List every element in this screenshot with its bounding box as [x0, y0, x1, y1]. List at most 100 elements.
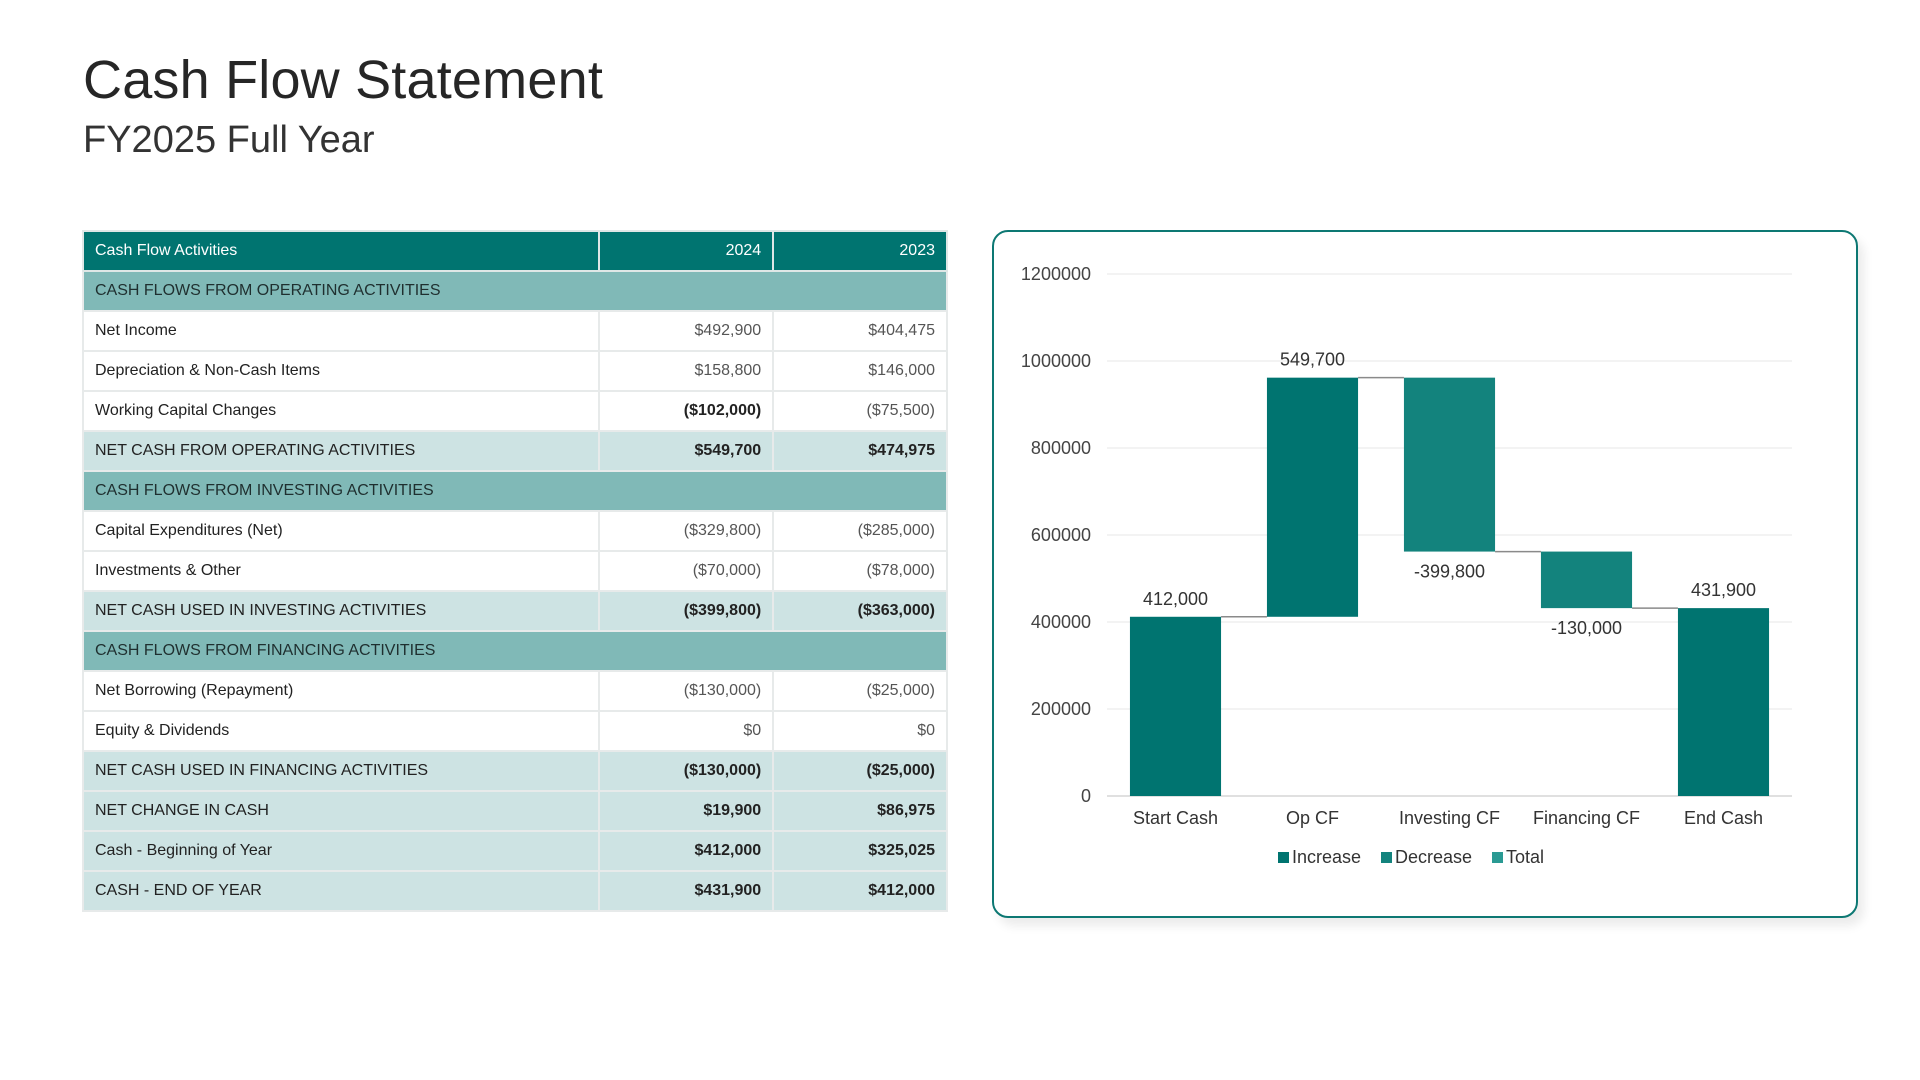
table-row: Capital Expenditures (Net) ($329,800) ($28… — [81, 510, 948, 552]
x-tick-label: End Cash — [1684, 808, 1763, 828]
y-tick-label: 800000 — [1031, 438, 1091, 458]
row-label: Net Borrowing (Repayment) — [81, 670, 601, 712]
x-tick-label: Investing CF — [1399, 808, 1500, 828]
value-2024: $19,900 — [598, 790, 775, 832]
value-2024: ($130,000) — [598, 750, 775, 792]
value-2023: ($285,000) — [772, 510, 948, 552]
chart-legend: Increase Decrease Total — [1278, 847, 1544, 867]
value-2023: $412,000 — [772, 870, 948, 912]
bar-investing-cf — [1403, 377, 1496, 552]
row-label: CASH - END OF YEAR — [81, 870, 601, 912]
value-2023: $86,975 — [772, 790, 948, 832]
chart-card: 0 200000 400000 600000 800000 1000000 1200000 … — [992, 230, 1858, 918]
legend-swatch-decrease — [1381, 852, 1392, 863]
waterfall-chart: 020000040000060000080000010000001200000 … — [1021, 264, 1792, 867]
table-row: Investments & Other ($70,000) ($78,000) — [81, 550, 948, 592]
value-2024: $431,900 — [598, 870, 775, 912]
value-2024: ($102,000) — [598, 390, 775, 432]
legend-swatch-increase — [1278, 852, 1289, 863]
subtotal-row: NET CHANGE IN CASH $19,900 $86,975 — [81, 790, 948, 832]
value-2024: $492,900 — [598, 310, 775, 352]
bar-end-cash — [1677, 608, 1770, 796]
row-label: Investments & Other — [81, 550, 601, 592]
y-tick-label: 400000 — [1031, 612, 1091, 632]
value-2024: $0 — [598, 710, 775, 752]
bar-op-cf — [1266, 377, 1359, 617]
section-header-row: CASH FLOWS FROM INVESTING ACTIVITIES — [82, 470, 948, 512]
bar-start-cash — [1129, 616, 1222, 796]
section-label: CASH FLOWS FROM FINANCING ACTIVITIES — [82, 630, 948, 672]
data-label: 412,000 — [1143, 589, 1208, 609]
subtotal-row: CASH - END OF YEAR $431,900 $412,000 — [81, 870, 948, 912]
value-2023: ($363,000) — [772, 590, 948, 632]
y-tick-label: 1000000 — [1021, 351, 1091, 371]
column-header-activities: Cash Flow Activities — [81, 230, 601, 272]
value-2024: $412,000 — [598, 830, 775, 872]
data-label: -130,000 — [1551, 618, 1622, 638]
row-label: NET CASH FROM OPERATING ACTIVITIES — [81, 430, 601, 472]
x-tick-label: Financing CF — [1533, 808, 1640, 828]
table-body: CASH FLOWS FROM OPERATING ACTIVITIES Net … — [81, 270, 948, 912]
value-2023: ($25,000) — [772, 750, 948, 792]
x-tick-label: Start Cash — [1133, 808, 1218, 828]
value-2023: $404,475 — [772, 310, 948, 352]
row-label: Working Capital Changes — [81, 390, 601, 432]
value-2024: ($130,000) — [598, 670, 775, 712]
value-2023: $325,025 — [772, 830, 948, 872]
subtotal-row: NET CASH USED IN FINANCING ACTIVITIES ($1… — [81, 750, 948, 792]
column-header-2024: 2024 — [598, 230, 775, 272]
cash-flow-table: Cash Flow Activities 2024 2023 CASH FLOW… — [81, 230, 948, 912]
value-2023: ($75,500) — [772, 390, 948, 432]
chart-connectors — [1221, 376, 1678, 618]
value-2023: $146,000 — [772, 350, 948, 392]
table-row: Net Income $492,900 $404,475 — [81, 310, 948, 352]
legend-label-increase: Increase — [1292, 847, 1361, 867]
value-2023: ($78,000) — [772, 550, 948, 592]
bar-financing-cf — [1540, 551, 1633, 609]
chart-bars — [1129, 377, 1770, 796]
subtotal-row: NET CASH FROM OPERATING ACTIVITIES $549,7… — [81, 430, 948, 472]
value-2024: ($70,000) — [598, 550, 775, 592]
y-axis-ticks: 0 200000 400000 600000 800000 1000000 1200000 — [1021, 264, 1091, 806]
y-tick-label: 600000 — [1031, 525, 1091, 545]
section-header-row: CASH FLOWS FROM OPERATING ACTIVITIES — [82, 270, 948, 312]
page-title: Cash Flow Statement — [83, 50, 604, 110]
section-header-row: CASH FLOWS FROM FINANCING ACTIVITIES — [82, 630, 948, 672]
table-row: Working Capital Changes ($102,000) ($75,50… — [81, 390, 948, 432]
x-axis-ticks: Start Cash Op CF Investing CF Financing CF E… — [1133, 808, 1763, 828]
table-row: Net Borrowing (Repayment) ($130,000) ($25,… — [81, 670, 948, 712]
table-header-row: Cash Flow Activities 2024 2023 — [81, 230, 948, 272]
section-label: CASH FLOWS FROM OPERATING ACTIVITIES — [82, 270, 948, 312]
value-2024: ($329,800) — [598, 510, 775, 552]
value-2024: $549,700 — [598, 430, 775, 472]
data-label: -399,800 — [1414, 562, 1485, 582]
row-label: Net Income — [81, 310, 601, 352]
x-tick-label: Op CF — [1286, 808, 1339, 828]
value-2024: ($399,800) — [598, 590, 775, 632]
row-label: Cash - Beginning of Year — [81, 830, 601, 872]
chart-data-labels: 412,000 549,700 -399,800 -130,000 431,900 — [1143, 350, 1756, 638]
page-subtitle: FY2025 Full Year — [83, 119, 375, 161]
value-2023: $0 — [772, 710, 948, 752]
legend-swatch-total — [1492, 852, 1503, 863]
column-header-2023: 2023 — [772, 230, 948, 272]
data-label: 431,900 — [1691, 580, 1756, 600]
table-row: Equity & Dividends $0 $0 — [81, 710, 948, 752]
subtotal-row: Cash - Beginning of Year $412,000 $325,025 — [81, 830, 948, 872]
table-row: Depreciation & Non-Cash Items $158,800 $14… — [81, 350, 948, 392]
legend-label-total: Total — [1506, 847, 1544, 867]
y-tick-label: 0 — [1081, 786, 1091, 806]
legend-label-decrease: Decrease — [1395, 847, 1472, 867]
value-2023: ($25,000) — [772, 670, 948, 712]
value-2023: $474,975 — [772, 430, 948, 472]
row-label: Depreciation & Non-Cash Items — [81, 350, 601, 392]
row-label: NET CASH USED IN FINANCING ACTIVITIES — [81, 750, 601, 792]
subtotal-row: NET CASH USED IN INVESTING ACTIVITIES ($3… — [81, 590, 948, 632]
row-label: Capital Expenditures (Net) — [81, 510, 601, 552]
value-2024: $158,800 — [598, 350, 775, 392]
row-label: NET CHANGE IN CASH — [81, 790, 601, 832]
section-label: CASH FLOWS FROM INVESTING ACTIVITIES — [82, 470, 948, 512]
row-label: Equity & Dividends — [81, 710, 601, 752]
y-tick-label: 1200000 — [1021, 264, 1091, 284]
data-label: 549,700 — [1280, 350, 1345, 370]
